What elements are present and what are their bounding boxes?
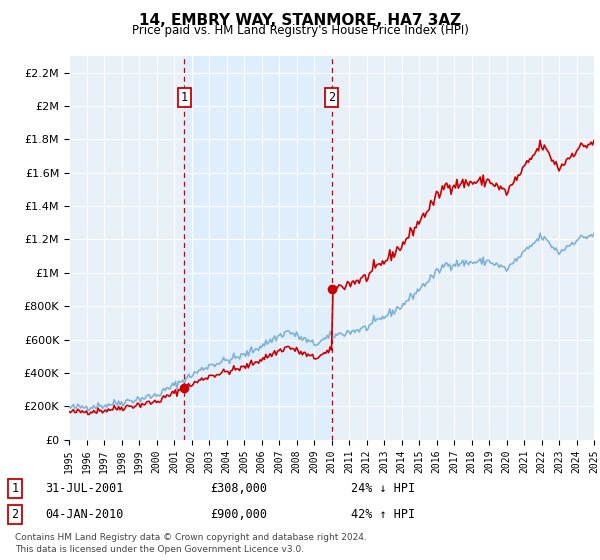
Text: £900,000: £900,000 (210, 507, 267, 521)
Text: 04-JAN-2010: 04-JAN-2010 (45, 507, 124, 521)
Text: £308,000: £308,000 (210, 482, 267, 495)
Text: Contains HM Land Registry data © Crown copyright and database right 2024.
This d: Contains HM Land Registry data © Crown c… (15, 533, 367, 554)
Text: 14, EMBRY WAY, STANMORE, HA7 3AZ: 14, EMBRY WAY, STANMORE, HA7 3AZ (139, 13, 461, 28)
Bar (184, 56, 332, 440)
Text: 1: 1 (11, 482, 19, 495)
Text: 1: 1 (181, 91, 188, 104)
Text: 24% ↓ HPI: 24% ↓ HPI (351, 482, 415, 495)
Text: Price paid vs. HM Land Registry's House Price Index (HPI): Price paid vs. HM Land Registry's House … (131, 24, 469, 37)
Text: 2: 2 (11, 507, 19, 521)
Text: 31-JUL-2001: 31-JUL-2001 (45, 482, 124, 495)
Text: 2: 2 (328, 91, 335, 104)
Text: 42% ↑ HPI: 42% ↑ HPI (351, 507, 415, 521)
